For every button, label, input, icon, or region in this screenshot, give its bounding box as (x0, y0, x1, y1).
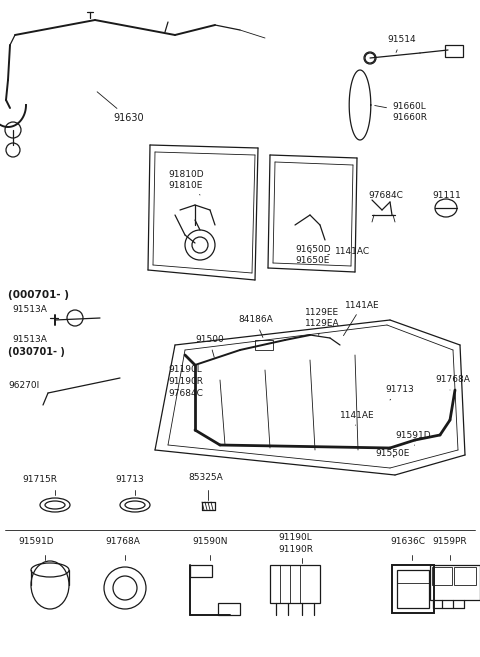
Bar (190, 565, 212, 577)
Bar (432, 567, 452, 585)
Bar (392, 565, 434, 613)
Text: 91590N: 91590N (192, 537, 228, 547)
Text: 91630: 91630 (97, 92, 144, 123)
Text: 91500: 91500 (195, 336, 224, 357)
Text: 96270I: 96270I (8, 380, 39, 390)
Text: (030701- ): (030701- ) (8, 347, 65, 357)
Text: 91513A: 91513A (12, 306, 47, 315)
Text: 91636C: 91636C (390, 537, 425, 547)
Text: 91768A: 91768A (435, 376, 470, 390)
Text: 91190R: 91190R (278, 545, 313, 553)
Text: 1141AE: 1141AE (344, 300, 380, 336)
Text: 91190L: 91190L (278, 533, 312, 543)
Bar (218, 603, 240, 615)
Text: 91190L: 91190L (168, 365, 202, 374)
Text: 97684C: 97684C (168, 390, 203, 399)
Text: 91550E: 91550E (375, 449, 409, 457)
Text: 91190R: 91190R (168, 378, 203, 386)
Text: 91111: 91111 (432, 191, 461, 200)
Bar (445, 45, 463, 57)
Text: 91591D: 91591D (18, 537, 54, 547)
Text: 91591D: 91591D (395, 430, 431, 445)
Text: 1129EE
1129EA: 1129EE 1129EA (305, 308, 340, 335)
Text: 91514: 91514 (387, 35, 416, 53)
Bar (270, 565, 320, 603)
Text: 91650D
91650E: 91650D 91650E (295, 245, 331, 265)
Text: 91810D
91810E: 91810D 91810E (168, 170, 204, 195)
Text: 97684C: 97684C (368, 191, 403, 200)
Text: 84186A: 84186A (238, 315, 273, 338)
Text: 9159PR: 9159PR (432, 537, 467, 547)
Bar (397, 570, 429, 608)
Text: 1141AC: 1141AC (328, 248, 370, 256)
Text: (000701- ): (000701- ) (8, 290, 69, 300)
Text: 91713: 91713 (385, 386, 414, 400)
Text: 91715R: 91715R (22, 476, 57, 484)
Text: 91713: 91713 (115, 476, 144, 484)
Text: 1141AE: 1141AE (340, 411, 374, 425)
Bar (454, 567, 476, 585)
Text: 91768A: 91768A (105, 537, 140, 547)
Bar (255, 340, 273, 350)
Text: 91660L
91660R: 91660L 91660R (375, 102, 427, 122)
Text: 85325A: 85325A (188, 474, 223, 482)
Text: 91513A: 91513A (12, 336, 47, 344)
Bar (430, 565, 480, 600)
